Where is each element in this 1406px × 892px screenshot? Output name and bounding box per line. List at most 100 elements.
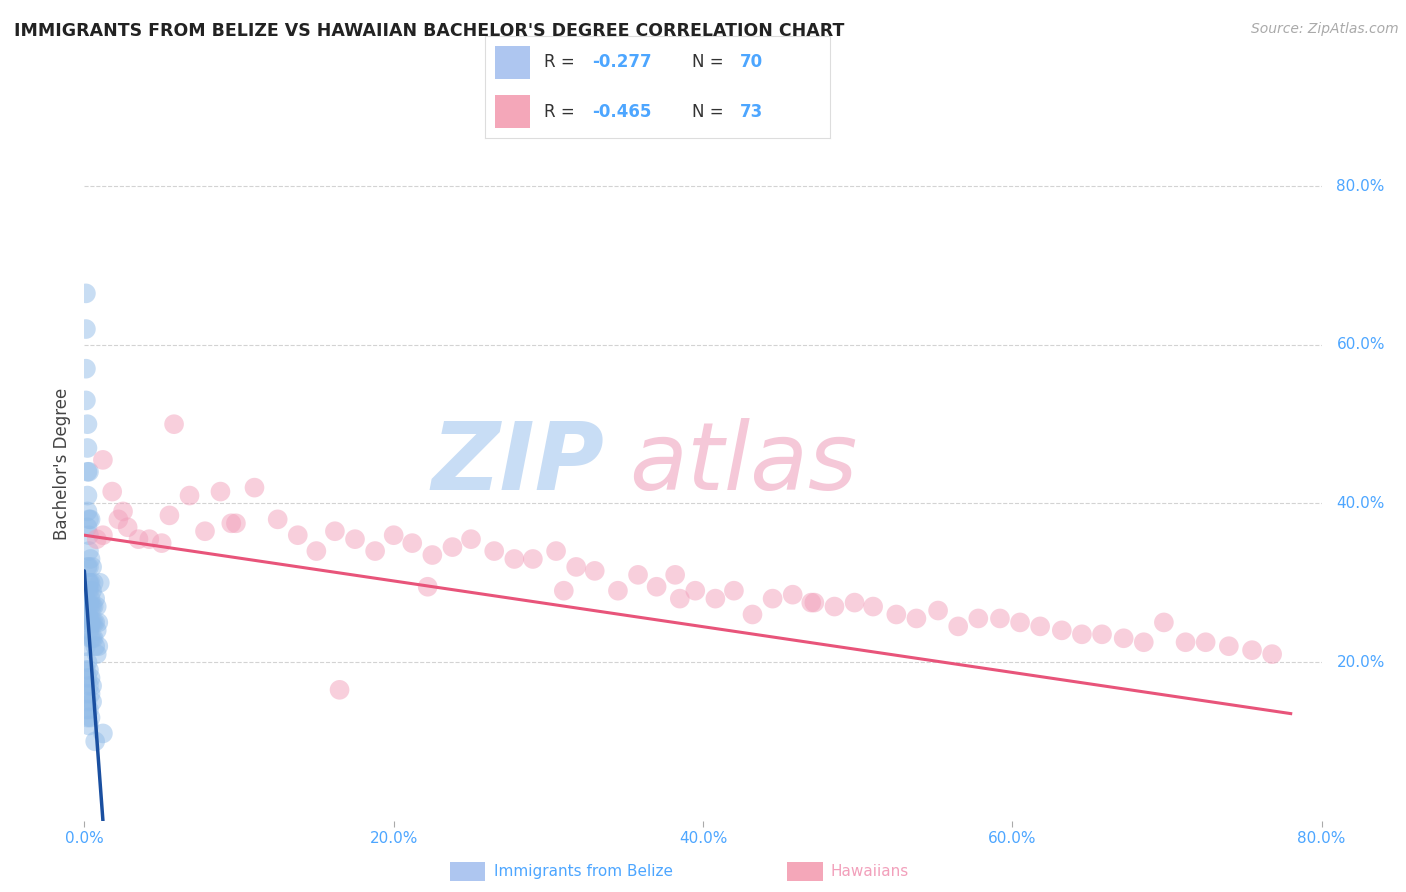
Point <box>77 575 100 590</box>
Point <box>79 599 101 614</box>
Point <box>323 524 346 539</box>
Point <box>1112 632 1135 646</box>
Point <box>86 647 108 661</box>
Point <box>89 575 111 590</box>
Text: Hawaiians: Hawaiians <box>831 864 910 879</box>
Point <box>484 544 506 558</box>
Point <box>77 703 100 717</box>
Text: 70: 70 <box>740 54 763 71</box>
Text: 20.0%: 20.0% <box>1337 655 1385 670</box>
Bar <box>495 95 530 128</box>
Point <box>1029 619 1052 633</box>
Point <box>76 671 98 685</box>
Point <box>83 615 105 630</box>
Point <box>76 583 98 598</box>
Point <box>75 615 97 630</box>
Point <box>79 591 101 606</box>
Point <box>1218 639 1240 653</box>
Point <box>82 632 104 646</box>
Point <box>77 575 100 590</box>
Point <box>76 655 98 669</box>
Point <box>664 567 686 582</box>
Point <box>209 484 232 499</box>
Text: Source: ZipAtlas.com: Source: ZipAtlas.com <box>1251 22 1399 37</box>
Point <box>627 567 650 582</box>
Point <box>844 596 866 610</box>
Point <box>967 611 990 625</box>
Point <box>946 619 969 633</box>
Point <box>76 489 98 503</box>
Point <box>583 564 606 578</box>
Text: R =: R = <box>544 103 579 120</box>
Point <box>77 679 100 693</box>
Point <box>76 710 98 724</box>
Point <box>138 532 160 546</box>
Point <box>225 516 247 531</box>
Point <box>1153 615 1175 630</box>
Point <box>76 695 98 709</box>
Point <box>79 687 101 701</box>
Point <box>1133 635 1156 649</box>
Point <box>91 528 114 542</box>
Point <box>905 611 928 625</box>
Point <box>127 532 149 546</box>
Point <box>117 520 139 534</box>
Point <box>77 465 100 479</box>
Point <box>1050 624 1073 638</box>
Point <box>441 540 464 554</box>
Point <box>1194 635 1216 649</box>
Point <box>101 484 124 499</box>
Text: N =: N = <box>692 54 728 71</box>
Point <box>194 524 217 539</box>
Point <box>862 599 884 614</box>
Point <box>76 465 98 479</box>
Point <box>75 393 97 408</box>
Point <box>107 512 129 526</box>
Point <box>645 580 668 594</box>
Point <box>267 512 290 526</box>
Point <box>76 504 98 518</box>
Point <box>79 632 101 646</box>
Point <box>401 536 423 550</box>
Point <box>685 583 707 598</box>
Point <box>287 528 309 542</box>
Point <box>82 695 104 709</box>
Point <box>75 687 97 701</box>
Point <box>1261 647 1284 661</box>
Point <box>77 560 100 574</box>
Point <box>606 583 628 598</box>
Point <box>76 607 98 622</box>
Point <box>79 615 101 630</box>
Point <box>1091 627 1114 641</box>
Point <box>553 583 575 598</box>
Point <box>75 639 97 653</box>
Point <box>762 591 785 606</box>
Point <box>723 583 745 598</box>
Point <box>741 607 763 622</box>
Point <box>79 575 101 590</box>
Point <box>91 453 114 467</box>
Point <box>77 599 100 614</box>
Point <box>416 580 439 594</box>
Point <box>800 596 823 610</box>
Point <box>82 679 104 693</box>
Point <box>79 552 101 566</box>
Point <box>1008 615 1031 630</box>
Text: 80.0%: 80.0% <box>1337 178 1385 194</box>
Point <box>219 516 242 531</box>
Text: -0.277: -0.277 <box>592 54 651 71</box>
Text: N =: N = <box>692 103 728 120</box>
Text: -0.465: -0.465 <box>592 103 651 120</box>
Text: Immigrants from Belize: Immigrants from Belize <box>494 864 672 879</box>
Point <box>782 588 804 602</box>
Point <box>150 536 173 550</box>
Point <box>364 544 387 558</box>
Point <box>886 607 908 622</box>
Point <box>803 596 825 610</box>
Point <box>87 639 110 653</box>
Text: IMMIGRANTS FROM BELIZE VS HAWAIIAN BACHELOR'S DEGREE CORRELATION CHART: IMMIGRANTS FROM BELIZE VS HAWAIIAN BACHE… <box>14 22 845 40</box>
Point <box>382 528 405 542</box>
Point <box>77 512 100 526</box>
Point <box>84 591 107 606</box>
Point <box>704 591 727 606</box>
